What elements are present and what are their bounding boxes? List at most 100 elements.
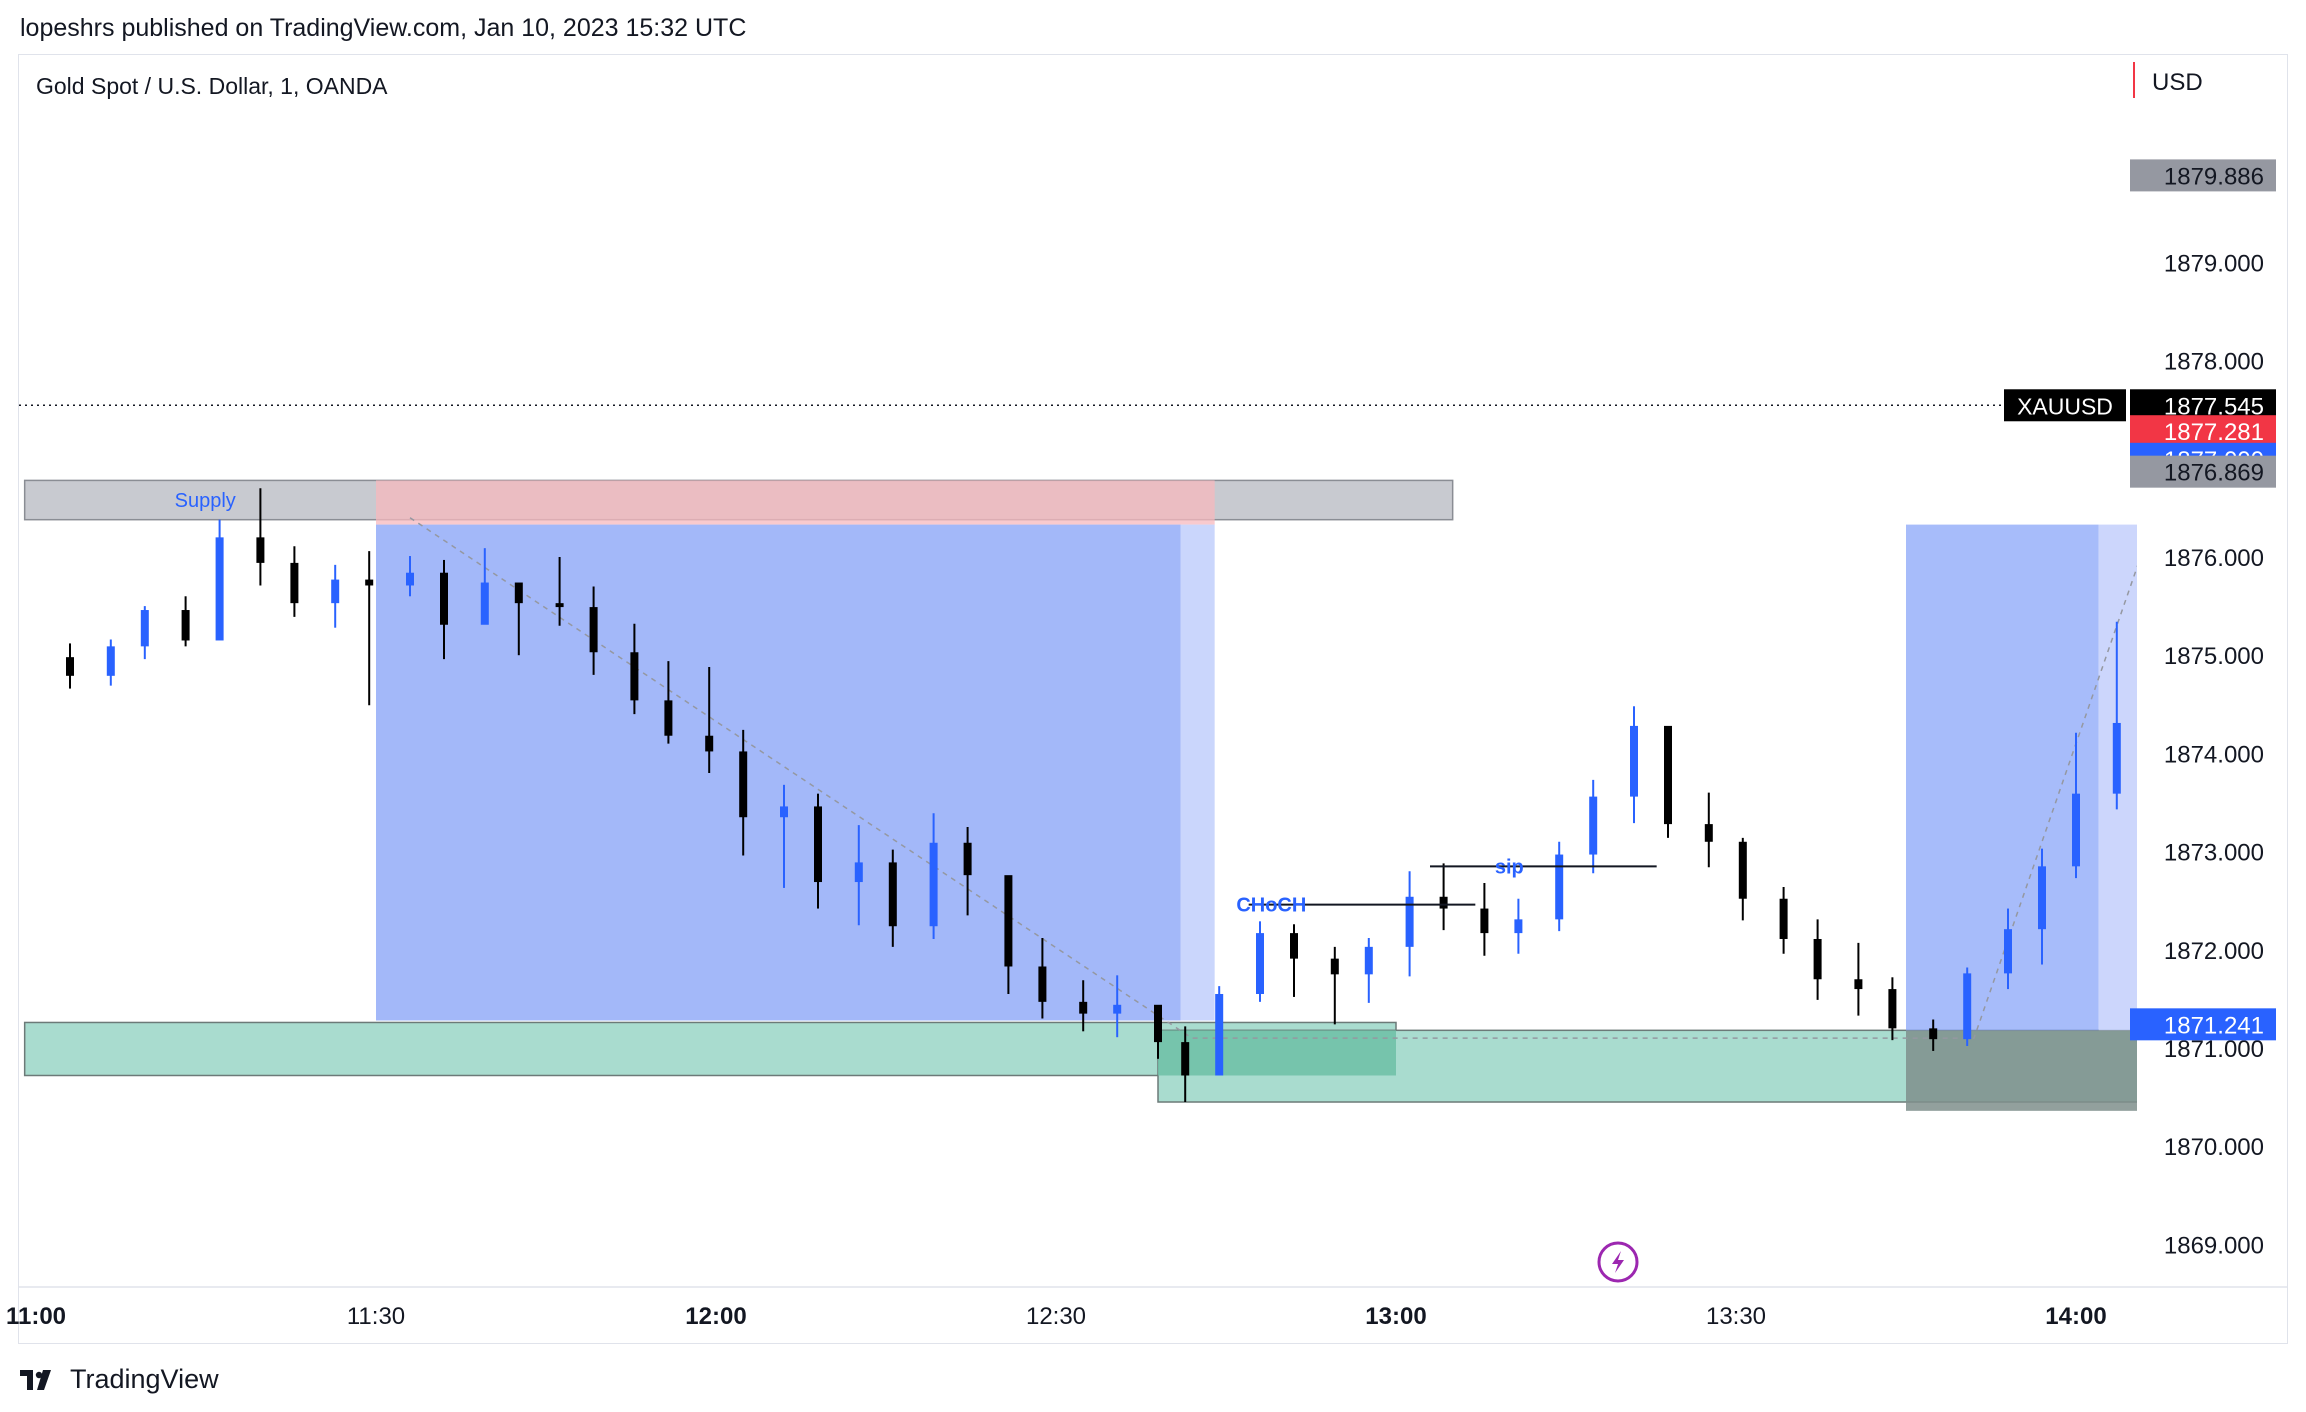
candle[interactable] bbox=[140, 606, 149, 660]
candle[interactable] bbox=[66, 643, 74, 689]
candle[interactable] bbox=[2296, 492, 2304, 623]
candle[interactable] bbox=[1630, 706, 1638, 824]
zone-box[interactable] bbox=[1906, 1030, 2306, 1111]
candle[interactable] bbox=[1555, 841, 1564, 932]
candle[interactable] bbox=[814, 793, 822, 909]
candle[interactable] bbox=[780, 784, 788, 888]
candle-body bbox=[1038, 966, 1047, 1002]
swing-connector-line bbox=[409, 517, 2137, 1039]
candle[interactable] bbox=[290, 546, 299, 617]
candle[interactable] bbox=[1813, 919, 1822, 1000]
zone-box[interactable] bbox=[1906, 524, 2099, 1031]
x-tick-label: 14:00 bbox=[2045, 1303, 2106, 1330]
candle-body bbox=[1589, 796, 1598, 855]
candle[interactable] bbox=[1330, 946, 1339, 1025]
chart-frame[interactable] bbox=[18, 54, 2288, 1344]
candle[interactable] bbox=[365, 551, 374, 706]
candle[interactable] bbox=[1664, 725, 1672, 838]
zone-box[interactable] bbox=[376, 524, 1181, 1021]
candle-body bbox=[929, 842, 938, 927]
currency-label[interactable]: USD bbox=[2152, 69, 2203, 96]
y-axis: 1869.000 1870.000 1871.000 1872.000 1873.000… bbox=[2164, 250, 2264, 1259]
zone-box[interactable] bbox=[1180, 524, 1215, 1021]
chart-title: Gold Spot / U.S. Dollar, 1, OANDA bbox=[36, 73, 388, 99]
y-tick-label: 1869.000 bbox=[2164, 1232, 2264, 1259]
tradingview-logo-icon[interactable] bbox=[20, 1368, 60, 1392]
candle[interactable] bbox=[181, 596, 190, 647]
y-tick-label: 1878.000 bbox=[2164, 349, 2264, 376]
candle[interactable] bbox=[1405, 871, 1414, 977]
candle-body bbox=[290, 562, 299, 604]
candle[interactable] bbox=[1888, 977, 1897, 1041]
candle[interactable] bbox=[1738, 837, 1747, 921]
candle[interactable] bbox=[2038, 848, 2046, 965]
candle[interactable] bbox=[2112, 621, 2121, 810]
candle[interactable] bbox=[440, 559, 448, 660]
candle[interactable] bbox=[929, 813, 938, 939]
candle-body bbox=[2296, 547, 2304, 623]
candle[interactable] bbox=[1154, 1004, 1162, 1059]
candle-body bbox=[2072, 793, 2080, 867]
candle[interactable] bbox=[1704, 792, 1713, 868]
candle[interactable] bbox=[1929, 1019, 1938, 1051]
candle[interactable] bbox=[1480, 883, 1489, 956]
candle[interactable] bbox=[1038, 938, 1047, 1019]
candle-body bbox=[1405, 896, 1414, 947]
candle[interactable] bbox=[630, 623, 639, 715]
candle-body bbox=[1779, 898, 1788, 939]
candle[interactable] bbox=[589, 586, 598, 675]
candle[interactable] bbox=[1854, 942, 1863, 1016]
candle-body bbox=[2147, 524, 2155, 723]
candle[interactable] bbox=[854, 825, 863, 926]
price-tags: 1879.8861877.54500:23XAUUSD1877.2811877.… bbox=[2004, 159, 2276, 1041]
candle[interactable] bbox=[1004, 875, 1013, 994]
candle[interactable] bbox=[1181, 1026, 1190, 1103]
candle[interactable] bbox=[1439, 863, 1448, 931]
candle[interactable] bbox=[1779, 886, 1788, 954]
candle[interactable] bbox=[555, 557, 564, 626]
zone-box[interactable] bbox=[1158, 1030, 1396, 1076]
candle[interactable] bbox=[1290, 924, 1298, 997]
candle[interactable] bbox=[1514, 898, 1523, 954]
candle[interactable] bbox=[480, 548, 489, 625]
candle[interactable] bbox=[664, 661, 673, 744]
candle[interactable] bbox=[215, 519, 224, 641]
candle[interactable] bbox=[1589, 779, 1598, 874]
candle[interactable] bbox=[406, 556, 414, 597]
candle-body bbox=[1514, 919, 1523, 934]
candle[interactable] bbox=[1364, 938, 1373, 1003]
candle-body bbox=[1854, 979, 1863, 990]
candle[interactable] bbox=[739, 729, 748, 856]
candle[interactable] bbox=[106, 639, 115, 686]
symbol-tag[interactable]: XAUUSD bbox=[2017, 393, 2113, 419]
candle[interactable] bbox=[1215, 986, 1224, 1076]
candle[interactable] bbox=[888, 849, 897, 947]
candle-body bbox=[1215, 993, 1224, 1076]
lightning-icon[interactable] bbox=[1597, 1241, 1639, 1283]
x-axis: 11:0011:3012:0012:3013:0013:3014:0014:30… bbox=[6, 1303, 2107, 1330]
x-tick-label: 11:00 bbox=[6, 1303, 66, 1330]
candle[interactable] bbox=[1113, 975, 1122, 1038]
price-tag[interactable]: 1877.281 bbox=[2130, 415, 2276, 448]
price-tag[interactable]: 1879.886 bbox=[2130, 159, 2276, 192]
price-tag-bg bbox=[2130, 455, 2276, 488]
candle[interactable] bbox=[256, 488, 265, 586]
candle[interactable] bbox=[2004, 908, 2012, 990]
zone-box[interactable] bbox=[376, 480, 1215, 525]
candle[interactable] bbox=[331, 564, 340, 628]
candle[interactable] bbox=[1079, 980, 1088, 1032]
candle[interactable] bbox=[514, 582, 523, 656]
candle-body bbox=[1256, 933, 1264, 994]
y-tick-label: 1876.000 bbox=[2164, 545, 2264, 572]
price-tag[interactable]: 1876.869 bbox=[2130, 455, 2276, 488]
tradingview-brand[interactable]: TradingView bbox=[70, 1364, 219, 1394]
candle[interactable] bbox=[705, 666, 714, 774]
candle-body bbox=[1813, 938, 1822, 980]
candle-body bbox=[2112, 722, 2121, 794]
candle[interactable] bbox=[1963, 967, 1972, 1047]
candle[interactable] bbox=[2072, 732, 2080, 879]
price-tag[interactable]: 1871.241 bbox=[2130, 1008, 2276, 1041]
candle[interactable] bbox=[1256, 921, 1264, 1002]
candle[interactable] bbox=[963, 827, 972, 916]
